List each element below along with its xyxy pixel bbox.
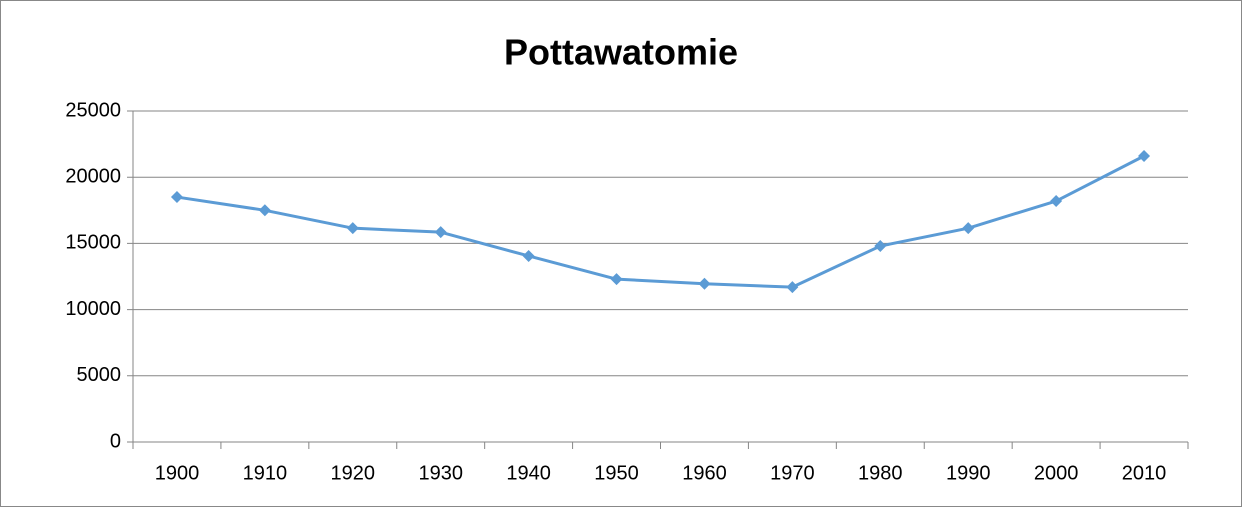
point-marker <box>1138 150 1151 163</box>
point-marker <box>786 281 799 294</box>
x-tick-label: 1920 <box>331 462 376 484</box>
y-tick-label: 15000 <box>65 232 121 254</box>
y-tick-label: 5000 <box>77 364 122 386</box>
x-tick-label: 1970 <box>770 462 815 484</box>
point-marker <box>434 226 447 239</box>
point-marker <box>610 273 623 286</box>
point-marker <box>874 240 887 253</box>
x-tick-label: 2010 <box>1122 462 1167 484</box>
point-marker <box>346 222 359 235</box>
point-marker <box>698 277 711 290</box>
chart-title: Pottawatomie <box>504 32 738 73</box>
y-tick-label: 25000 <box>65 99 121 121</box>
x-tick-label: 1950 <box>594 462 639 484</box>
point-marker <box>1050 195 1063 208</box>
point-marker <box>962 222 975 235</box>
x-tick-label: 1930 <box>418 462 463 484</box>
x-tick-label: 1960 <box>682 462 727 484</box>
point-marker <box>170 191 183 204</box>
y-tick-label: 0 <box>110 430 121 452</box>
x-tick-label: 2000 <box>1034 462 1079 484</box>
y-tick-label: 20000 <box>65 165 121 187</box>
x-tick-label: 1900 <box>155 462 200 484</box>
x-tick-label: 1910 <box>243 462 288 484</box>
y-tick-label: 10000 <box>65 298 121 320</box>
x-tick-label: 1990 <box>946 462 991 484</box>
series-line <box>176 154 1145 289</box>
point-marker <box>522 249 535 262</box>
x-tick-label: 1940 <box>506 462 551 484</box>
x-tick-label: 1980 <box>858 462 903 484</box>
point-marker <box>258 204 271 217</box>
